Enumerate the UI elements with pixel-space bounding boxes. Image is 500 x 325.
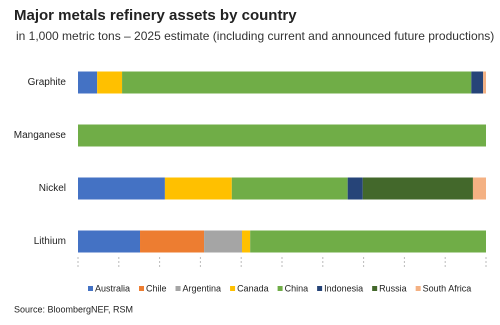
legend-label: Australia [95,283,130,293]
y-tick-label: Lithium [34,236,66,247]
legend-swatch [415,286,421,291]
bar-segment [347,177,363,200]
legend-label: Chile [146,283,167,293]
bar-segment [78,230,141,253]
legend-swatch [317,286,323,291]
y-tick-label: Graphite [28,77,67,88]
chart-title: Major metals refinery assets by country [14,7,297,24]
bar-segment [472,177,486,200]
bar-segment [97,71,123,94]
y-tick-label: Nickel [39,183,66,194]
legend-swatch [88,286,93,291]
bar-segment [250,230,486,253]
bar-segment [78,177,165,200]
legend-swatch [230,286,236,291]
bar-segment [78,71,98,94]
legend-label: Russia [379,283,407,293]
y-tick-label: Manganese [14,130,67,141]
bar-segment [78,124,486,147]
bar-segment [471,71,484,94]
legend-label: Canada [237,283,269,293]
bar-segment [122,71,472,94]
legend-swatch [139,286,145,291]
bar-segment [231,177,348,200]
legend-label: Argentina [183,283,222,293]
legend-label: Indonesia [324,283,363,293]
legend-swatch [277,286,283,291]
legend-label: South Africa [423,283,472,293]
chart-subtitle: in 1,000 metric tons – 2025 estimate (in… [16,29,494,43]
bar-segment [204,230,243,253]
source: Source: BloombergNEF, RSM [14,304,133,314]
bar-segment [140,230,205,253]
bar-segment [164,177,232,200]
bar-segment [242,230,251,253]
bar-segment [483,71,486,94]
legend-swatch [175,286,181,291]
legend-swatch [372,286,378,291]
bar-segment [362,177,473,200]
legend-label: China [285,283,309,293]
